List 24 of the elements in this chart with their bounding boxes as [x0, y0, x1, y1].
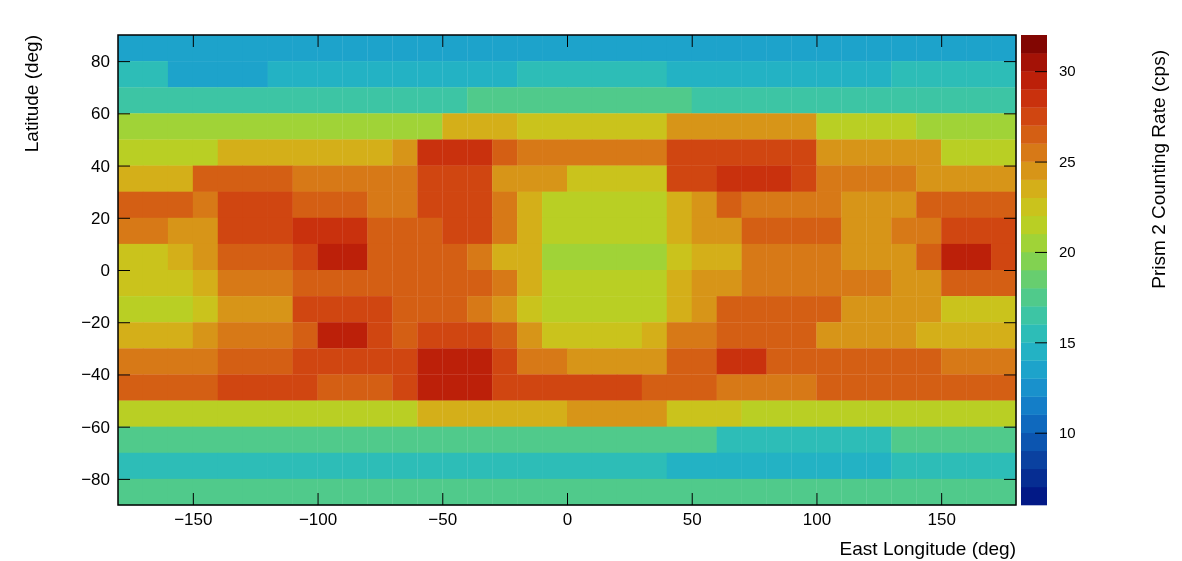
- y-tick-label: 0: [100, 260, 110, 280]
- color-bar-label: 20: [1059, 243, 1076, 261]
- color-bar-label: 10: [1059, 423, 1076, 441]
- y-tick-label: 40: [91, 156, 110, 176]
- x-axis-title: East Longitude (deg): [839, 538, 1016, 559]
- y-tick-label: 80: [91, 52, 110, 72]
- x-tick-label: 0: [562, 510, 573, 530]
- y-axis-title: Latitude (deg): [21, 35, 42, 153]
- y-tick-label: 60: [91, 104, 110, 124]
- x-tick-label: 50: [682, 510, 702, 530]
- y-tick-label: −60: [81, 417, 110, 437]
- x-tick-label: 100: [802, 510, 832, 530]
- x-tick-label: −50: [428, 510, 458, 530]
- y-tick-label: 20: [91, 208, 110, 228]
- color-bar-label: 25: [1059, 152, 1076, 170]
- color-bar-title: Prism 2 Counting Rate (cps): [1148, 50, 1169, 289]
- y-tick-label: −40: [81, 365, 110, 385]
- y-tick-label: −80: [81, 469, 110, 489]
- y-tick-label: −20: [81, 313, 110, 333]
- x-tick-label: 150: [927, 510, 956, 530]
- x-tick-label: −100: [298, 510, 338, 530]
- color-bar-label: 30: [1059, 62, 1076, 80]
- x-tick-label: −150: [174, 510, 213, 530]
- color-bar-label: 15: [1059, 333, 1076, 351]
